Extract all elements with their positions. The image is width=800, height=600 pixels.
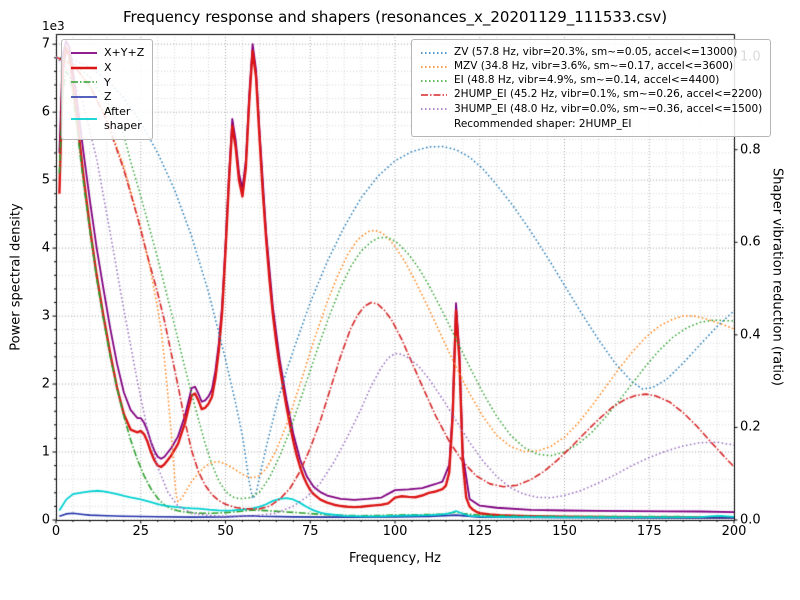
legend-item-label: Y xyxy=(104,75,111,89)
legend-item: After shaper xyxy=(70,105,144,133)
legend-line-sample xyxy=(71,51,97,54)
y-axis-label-right: Shaper vibration reduction (ratio) xyxy=(769,168,785,386)
legend-item: ZV (57.8 Hz, vibr=20.3%, sm~=0.05, accel… xyxy=(420,46,762,59)
x-tick-label: 0 xyxy=(51,524,61,539)
legend-item: Z xyxy=(70,90,144,104)
x-tick-label: 25 xyxy=(132,524,150,539)
y-axis-label-left: Power spectral density xyxy=(8,203,24,351)
legend-line-sample xyxy=(71,81,97,84)
x-tick-label: 100 xyxy=(382,524,408,539)
legend-item-label: X+Y+Z xyxy=(104,46,145,59)
legend-item-label: X xyxy=(104,60,112,74)
y-left-tick-label: 1 xyxy=(41,444,50,460)
legend-item: Y xyxy=(70,76,144,90)
legend-item: MZV (34.8 Hz, vibr=3.6%, sm~=0.17, accel… xyxy=(420,60,762,73)
x-tick-label: 150 xyxy=(552,524,577,539)
legend-item: X xyxy=(70,61,144,75)
legend-line-sample xyxy=(421,65,447,68)
y-right-tick-label: 0.4 xyxy=(740,327,761,343)
legend-item-label: After shaper xyxy=(104,105,142,132)
legend-item: EI (48.8 Hz, vibr=4.9%, sm~=0.14, accel<… xyxy=(420,74,762,87)
x-tick-label: 200 xyxy=(721,524,747,539)
y-right-tick-label: 0.6 xyxy=(740,234,761,250)
y-left-tick-label: 2 xyxy=(41,376,50,392)
y-left-tick-label: 3 xyxy=(41,308,50,324)
x-tick-label: 75 xyxy=(301,524,319,539)
legend-shapers: ZV (57.8 Hz, vibr=20.3%, sm~=0.05, accel… xyxy=(411,39,772,137)
legend-line-sample xyxy=(71,66,97,69)
legend-line-sample xyxy=(421,94,447,96)
legend-line-sample xyxy=(71,96,97,98)
y-right-tick-label: 0.0 xyxy=(740,512,761,528)
legend-item-label: EI (48.8 Hz, vibr=4.9%, sm~=0.14, accel<… xyxy=(454,74,720,87)
y-left-tick-label: 6 xyxy=(41,104,50,120)
x-tick-label: 175 xyxy=(636,524,662,539)
legend-line-sample xyxy=(71,117,97,120)
legend-psd-rows: X+Y+Z X Y Z After shaper xyxy=(70,46,144,133)
y-left-tick-label: 5 xyxy=(41,172,50,188)
legend-item-label: ZV (57.8 Hz, vibr=20.3%, sm~=0.05, accel… xyxy=(454,46,738,58)
legend-line-sample xyxy=(421,108,447,110)
legend-psd: X+Y+Z X Y Z After shaper xyxy=(61,39,154,140)
y-left-tick-label: 0 xyxy=(41,512,50,528)
legend-item-label: Z xyxy=(104,90,112,104)
legend-item: 3HUMP_EI (48.0 Hz, vibr=0.0%, sm~=0.36, … xyxy=(420,103,762,116)
legend-item-label: 2HUMP_EI (45.2 Hz, vibr=0.1%, sm~=0.26, … xyxy=(454,88,763,101)
legend-shapers-rows: ZV (57.8 Hz, vibr=20.3%, sm~=0.05, accel… xyxy=(420,46,762,116)
y-right-tick-label: 0.8 xyxy=(740,142,761,158)
recommended-shaper-note: Recommended shaper: 2HUMP_EI xyxy=(454,117,632,130)
legend-line-sample xyxy=(421,80,447,82)
y-left-tick-label: 7 xyxy=(41,36,50,52)
legend-item: 2HUMP_EI (45.2 Hz, vibr=0.1%, sm~=0.26, … xyxy=(420,88,762,101)
legend-item-label: 3HUMP_EI (48.0 Hz, vibr=0.0%, sm~=0.36, … xyxy=(454,102,763,115)
legend-item-label: MZV (34.8 Hz, vibr=3.6%, sm~=0.17, accel… xyxy=(454,60,734,73)
chart-title: Frequency response and shapers (resonanc… xyxy=(122,8,668,26)
x-axis-label: Frequency, Hz xyxy=(348,551,442,566)
y-right-tick-label: 0.2 xyxy=(740,419,761,435)
axis-scale-offset-label: 1e3 xyxy=(42,19,65,33)
x-tick-label: 125 xyxy=(467,524,493,539)
x-tick-label: 50 xyxy=(217,524,234,539)
y-left-tick-label: 4 xyxy=(41,240,50,256)
legend-item: X+Y+Z xyxy=(70,46,144,60)
legend-line-sample xyxy=(421,51,447,54)
